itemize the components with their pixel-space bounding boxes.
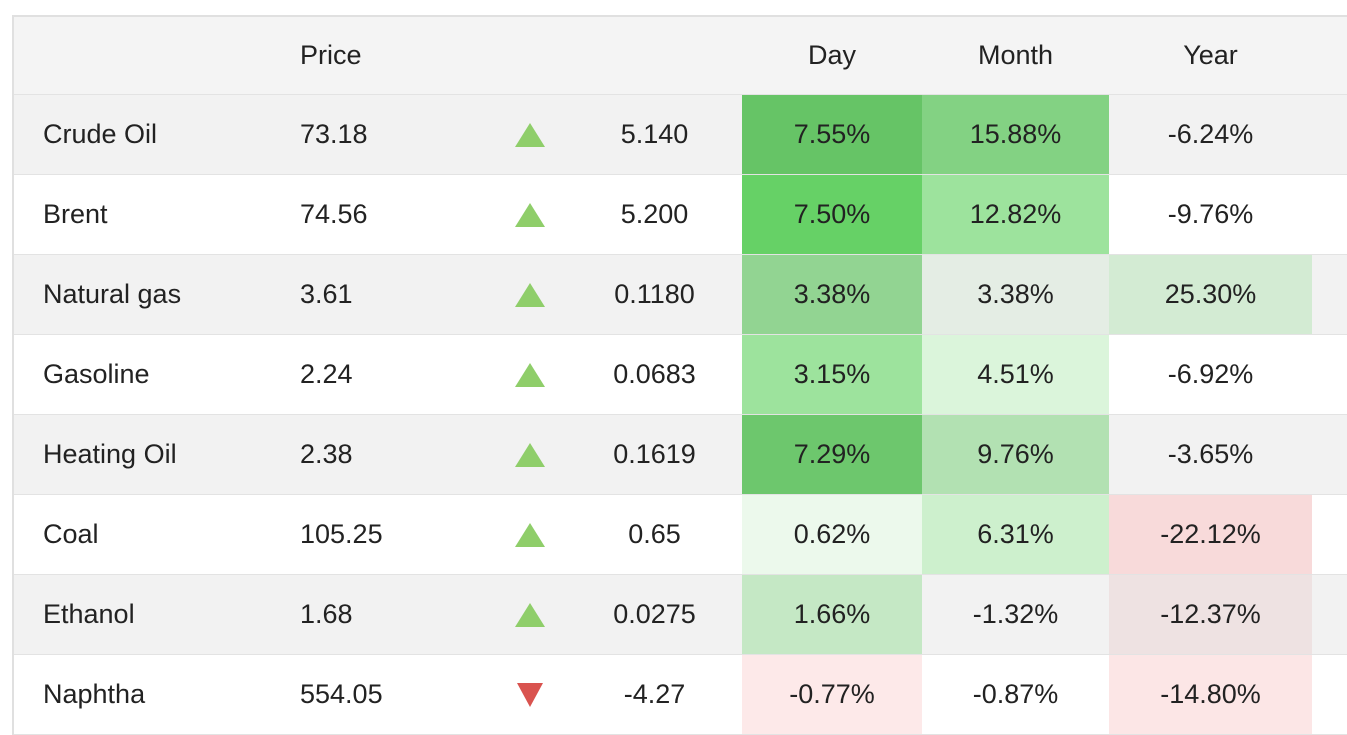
day-change-cell: 7.29% bbox=[742, 415, 922, 494]
table-row[interactable]: Crude Oil 73.18 5.140 7.55% 15.88% -6.24% bbox=[14, 95, 1347, 175]
month-change-cell: 6.31% bbox=[922, 495, 1109, 574]
header-arrow bbox=[492, 17, 567, 94]
month-change-cell: -1.32% bbox=[972, 599, 1059, 629]
year-change-cell: -3.65% bbox=[1167, 439, 1254, 469]
arrow-up-icon bbox=[514, 122, 545, 147]
change-cell: 5.140 bbox=[620, 119, 689, 149]
header-price[interactable]: Price bbox=[300, 40, 362, 70]
commodity-name-link[interactable]: Brent bbox=[43, 199, 108, 229]
commodity-name-link[interactable]: Gasoline bbox=[43, 359, 150, 389]
price-cell: 2.38 bbox=[300, 439, 353, 469]
day-change-cell: 3.15% bbox=[742, 335, 922, 414]
direction-cell bbox=[492, 495, 567, 574]
arrow-down-icon bbox=[516, 682, 543, 707]
price-cell: 74.56 bbox=[300, 199, 368, 229]
year-change-cell: -22.12% bbox=[1109, 495, 1312, 574]
year-change-cell: -9.76% bbox=[1167, 199, 1254, 229]
month-change-cell: 9.76% bbox=[922, 415, 1109, 494]
header-day[interactable]: Day bbox=[807, 40, 856, 70]
commodity-name-link[interactable]: Heating Oil bbox=[43, 439, 177, 469]
direction-cell bbox=[492, 175, 567, 254]
commodities-table: Price Day Month Year Crude Oil 73.18 5.140… bbox=[12, 15, 1347, 735]
direction-cell bbox=[492, 95, 567, 174]
year-change-cell: 25.30% bbox=[1109, 255, 1312, 334]
header-name[interactable] bbox=[14, 17, 292, 94]
table-row[interactable]: Gasoline 2.24 0.0683 3.15% 4.51% -6.92% bbox=[14, 335, 1347, 415]
header-month[interactable]: Month bbox=[977, 40, 1054, 70]
arrow-up-icon bbox=[514, 282, 545, 307]
change-cell: 5.200 bbox=[620, 199, 689, 229]
table-row[interactable]: Naphtha 554.05 -4.27 -0.77% -0.87% -14.80% bbox=[14, 655, 1347, 735]
table-header-row: Price Day Month Year bbox=[14, 17, 1347, 95]
direction-cell bbox=[492, 415, 567, 494]
change-cell: -4.27 bbox=[623, 679, 686, 709]
price-cell: 1.68 bbox=[300, 599, 353, 629]
change-cell: 0.65 bbox=[628, 519, 681, 549]
day-change-cell: 1.66% bbox=[742, 575, 922, 654]
year-change-cell: -6.24% bbox=[1167, 119, 1254, 149]
day-change-cell: 0.62% bbox=[742, 495, 922, 574]
table-row[interactable]: Natural gas 3.61 0.1180 3.38% 3.38% 25.30% bbox=[14, 255, 1347, 335]
commodity-name-link[interactable]: Naphtha bbox=[43, 679, 146, 709]
month-change-cell: 3.38% bbox=[922, 255, 1109, 334]
table-row[interactable]: Heating Oil 2.38 0.1619 7.29% 9.76% -3.65% bbox=[14, 415, 1347, 495]
year-change-cell: -6.92% bbox=[1167, 359, 1254, 389]
month-change-cell: -0.87% bbox=[972, 679, 1059, 709]
price-cell: 554.05 bbox=[300, 679, 383, 709]
day-change-cell: 7.50% bbox=[742, 175, 922, 254]
month-change-cell: 12.82% bbox=[922, 175, 1109, 254]
price-cell: 3.61 bbox=[300, 279, 353, 309]
change-cell: 0.0683 bbox=[613, 359, 696, 389]
commodity-name-link[interactable]: Ethanol bbox=[43, 599, 135, 629]
month-change-cell: 15.88% bbox=[922, 95, 1109, 174]
commodity-name-link[interactable]: Crude Oil bbox=[43, 119, 158, 149]
year-change-cell: -12.37% bbox=[1109, 575, 1312, 654]
change-cell: 0.1180 bbox=[614, 279, 695, 309]
day-change-cell: 7.55% bbox=[742, 95, 922, 174]
direction-cell bbox=[492, 655, 567, 734]
commodity-name-link[interactable]: Natural gas bbox=[43, 279, 182, 309]
table-body: Crude Oil 73.18 5.140 7.55% 15.88% -6.24% Bren… bbox=[14, 95, 1347, 735]
arrow-up-icon bbox=[514, 602, 545, 627]
arrow-up-icon bbox=[514, 442, 545, 467]
year-change-cell: -14.80% bbox=[1109, 655, 1312, 734]
price-cell: 2.24 bbox=[300, 359, 353, 389]
day-change-cell: 3.38% bbox=[742, 255, 922, 334]
arrow-up-icon bbox=[514, 362, 545, 387]
table-row[interactable]: Brent 74.56 5.200 7.50% 12.82% -9.76% bbox=[14, 175, 1347, 255]
direction-cell bbox=[492, 255, 567, 334]
price-cell: 73.18 bbox=[300, 119, 368, 149]
table-row[interactable]: Coal 105.25 0.65 0.62% 6.31% -22.12% bbox=[14, 495, 1347, 575]
header-change[interactable] bbox=[567, 17, 742, 94]
day-change-cell: -0.77% bbox=[742, 655, 922, 734]
price-cell: 105.25 bbox=[300, 519, 383, 549]
commodity-name-link[interactable]: Coal bbox=[43, 519, 99, 549]
month-change-cell: 4.51% bbox=[922, 335, 1109, 414]
direction-cell bbox=[492, 575, 567, 654]
table-row[interactable]: Ethanol 1.68 0.0275 1.66% -1.32% -12.37% bbox=[14, 575, 1347, 655]
direction-cell bbox=[492, 335, 567, 414]
arrow-up-icon bbox=[514, 522, 545, 547]
change-cell: 0.0275 bbox=[613, 599, 696, 629]
arrow-up-icon bbox=[514, 202, 545, 227]
change-cell: 0.1619 bbox=[613, 439, 696, 469]
header-year[interactable]: Year bbox=[1183, 40, 1238, 70]
